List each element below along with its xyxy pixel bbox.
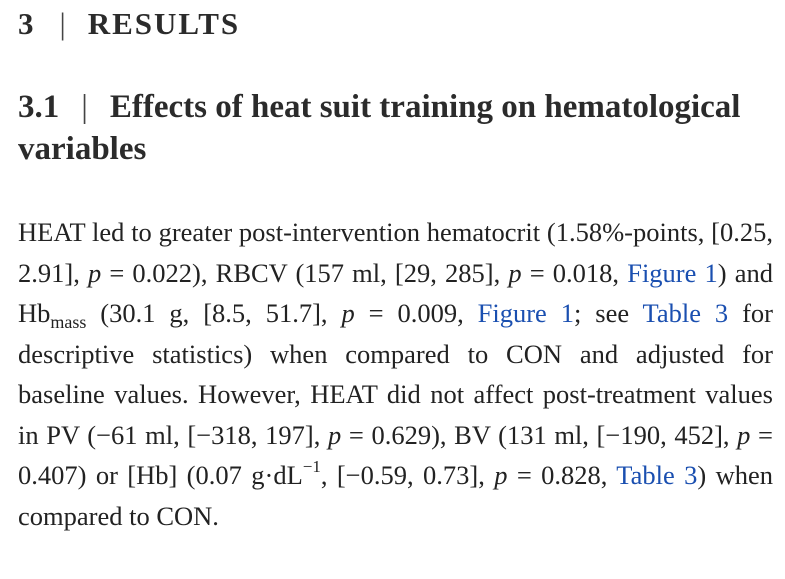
text-segment: = 0.018, xyxy=(521,257,628,288)
text-segment: ; see xyxy=(573,298,643,328)
subsection-separator: | xyxy=(81,89,88,125)
text-segment: ) when compared to CON. xyxy=(18,460,774,531)
p-symbol: p xyxy=(737,419,751,450)
text-segment: ) and Hb xyxy=(18,257,774,329)
section-title: RESULTS xyxy=(87,6,241,41)
text-segment: = 0.629), BV (131 ml, [−190, 452], xyxy=(341,419,738,450)
table-3-link[interactable]: Table 3 xyxy=(616,460,698,490)
results-paragraph: HEAT led to greater post-intervention he… xyxy=(18,212,773,536)
section-number: 3 xyxy=(18,6,36,41)
text-segment: = 0.022), RBCV (157 ml, [29, 285], xyxy=(101,257,509,288)
hb-mass-subscript: mass xyxy=(50,312,87,332)
text-segment: for descriptive statistics) when compare… xyxy=(18,298,773,450)
subsection-title: Effects of heat suit training on hematol… xyxy=(18,89,741,167)
text-segment: = 0.407) or [Hb] (0.07 g·dL xyxy=(18,419,773,491)
p-symbol: p xyxy=(508,257,522,288)
figure-1-link[interactable]: Figure 1 xyxy=(627,257,718,288)
p-symbol: p xyxy=(87,257,102,288)
text-segment: , [−0.59, 0.73], xyxy=(320,460,495,490)
text-segment: = 0.828, xyxy=(507,460,617,490)
text-segment: = 0.009, xyxy=(354,298,478,328)
figure-1-link[interactable]: Figure 1 xyxy=(477,298,574,328)
exponent: −1 xyxy=(302,457,321,476)
text-segment: (30.1 g, [8.5, 51.7], xyxy=(86,298,342,328)
text-segment: HEAT led to greater post-intervention he… xyxy=(18,217,773,288)
table-3-link[interactable]: Table 3 xyxy=(642,298,729,328)
p-symbol: p xyxy=(494,460,508,490)
section-heading: 3 | RESULTS xyxy=(18,6,240,42)
p-symbol: p xyxy=(341,298,355,328)
section-separator: | xyxy=(59,6,66,41)
p-symbol: p xyxy=(328,419,342,450)
subsection-number: 3.1 xyxy=(18,89,60,125)
subsection-heading: 3.1 | Effects of heat suit training on hem… xyxy=(18,86,758,170)
